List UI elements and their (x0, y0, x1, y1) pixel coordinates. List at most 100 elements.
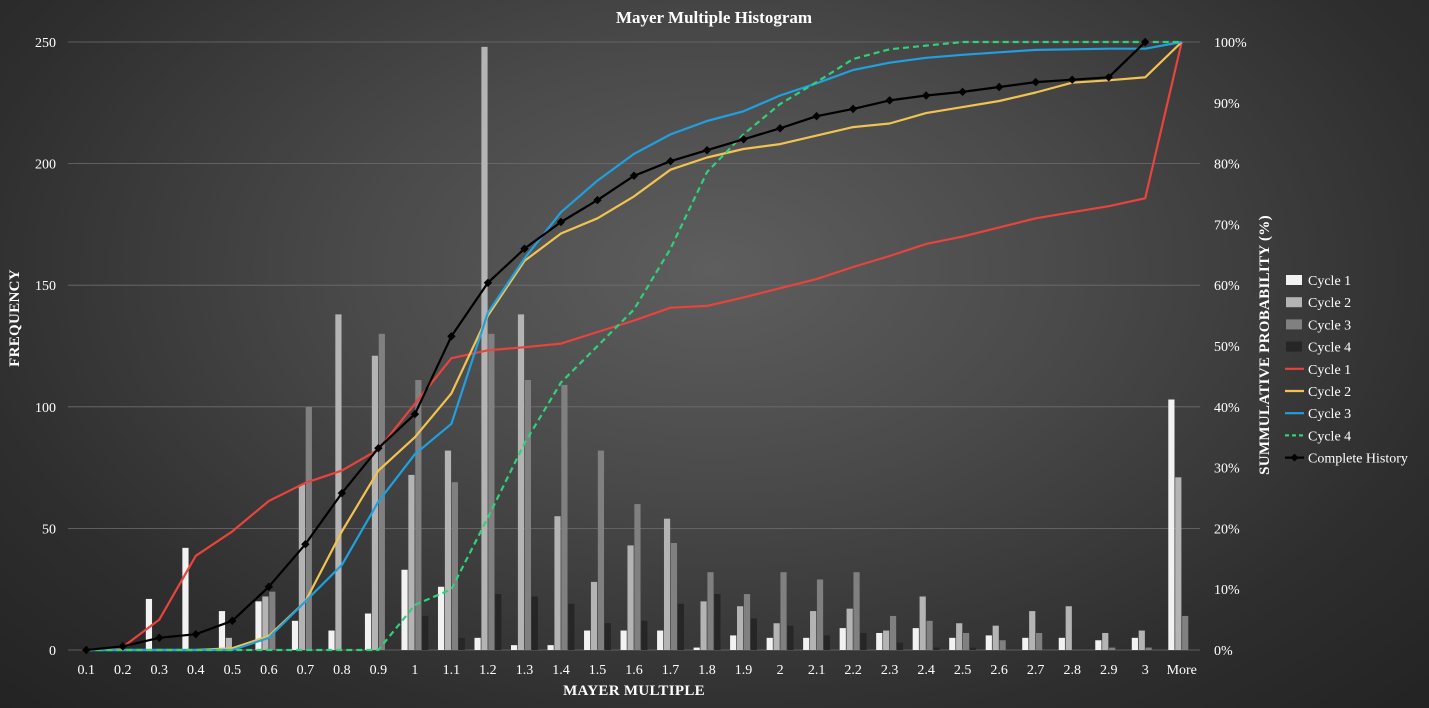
x-tick-label: 0.2 (114, 663, 132, 678)
bar-cycle-1 (839, 628, 846, 650)
bar-cycle-2 (517, 314, 525, 650)
y2-tick-label: 90% (1214, 97, 1240, 112)
bar-cycle-2 (846, 608, 853, 650)
y2-tick-label: 20% (1214, 522, 1240, 537)
bar-cycle-4 (896, 642, 904, 650)
legend-marker (1290, 453, 1299, 462)
bar-cycle-2 (335, 314, 342, 650)
complete-history-marker (994, 82, 1004, 92)
x-tick-label: 1.5 (589, 663, 607, 678)
y2-tick-label: 100% (1214, 36, 1247, 51)
bar-cycle-2 (883, 630, 890, 650)
bar-cycle-2 (700, 601, 707, 650)
x-axis-title: MAYER MULTIPLE (563, 683, 705, 699)
bar-cycle-4 (823, 635, 831, 650)
complete-history-marker (520, 244, 529, 253)
y2-tick-label: 40% (1214, 401, 1240, 416)
x-tick-label: 1.9 (735, 663, 753, 678)
bar-cycle-1 (255, 601, 262, 650)
x-tick-label: 2.1 (808, 663, 826, 678)
complete-history-marker (191, 629, 201, 639)
y2-tick-label: 30% (1214, 462, 1240, 477)
legend-label: Cycle 1 (1308, 274, 1351, 289)
bar-cycle-3 (1036, 632, 1043, 650)
bar-cycle-4 (677, 603, 684, 650)
bar-cycle-1 (474, 637, 481, 650)
bar-cycle-3 (597, 450, 605, 650)
bar-cycle-3 (524, 380, 532, 650)
bar-cycle-1 (364, 613, 372, 650)
bar-cycle-1 (511, 645, 518, 650)
x-tick-label: 1.3 (516, 663, 534, 678)
x-tick-label: 0.6 (260, 663, 278, 678)
x-tick-label: 2.2 (844, 663, 862, 678)
complete-history-marker (1104, 73, 1113, 82)
complete-history-marker (228, 616, 237, 626)
legend: Cycle 1 Cycle 2 Cycle 3 Cycle 4 Cycle 1 Cycle… (1285, 274, 1408, 467)
bar-cycle-3 (926, 620, 933, 650)
bar-cycle-1 (912, 628, 919, 650)
complete-history-marker (702, 146, 712, 155)
bar-cycle-1 (291, 620, 299, 650)
bar-cycle-2 (1175, 477, 1182, 650)
bar-cycle-1 (401, 569, 408, 650)
bar-cycle-3 (999, 640, 1006, 650)
bar-cycle-2 (590, 581, 598, 650)
bar-cycle-2 (773, 623, 780, 650)
bar-cycle-3 (780, 572, 787, 650)
bar-cycle-4 (714, 594, 721, 650)
bar-cycle-4 (787, 625, 794, 650)
legend-label: Cycle 2 (1308, 296, 1351, 311)
x-tick-label: 2 (777, 663, 784, 678)
y-axis-title: FREQUENCY (7, 269, 23, 367)
complete-history-marker (556, 217, 566, 227)
y-tick-label: 0 (49, 644, 56, 659)
bar-cycle-3 (889, 615, 897, 650)
bar-cycle-4 (568, 603, 575, 650)
complete-history-marker (848, 104, 858, 114)
gridlines (68, 41, 1200, 651)
bar-cycle-3 (1109, 647, 1116, 650)
x-tick-label: 2.8 (1063, 663, 1081, 678)
bar-cycle-1 (766, 637, 773, 650)
complete-history-marker (1141, 37, 1150, 47)
bar-cycle-1 (1058, 637, 1065, 650)
x-tick-label: 2.6 (990, 663, 1008, 678)
y-tick-label: 50 (42, 522, 56, 537)
bar-cycle-4 (531, 596, 538, 650)
x-tick-label: More (1167, 663, 1197, 678)
x-tick-label: 1 (411, 663, 418, 678)
bar-cycle-2 (444, 450, 452, 650)
bar-cycle-3 (816, 579, 824, 650)
bar-cycle-3 (305, 406, 312, 650)
complete-history-marker (410, 409, 420, 419)
y-tick-label: 100 (35, 401, 56, 416)
complete-history-marker (1067, 75, 1077, 84)
legend-label: Cycle 3 (1308, 318, 1351, 333)
y2-tick-label: 80% (1214, 158, 1240, 173)
bar-cycle-3 (415, 380, 422, 650)
x-tick-label: 0.4 (187, 663, 205, 678)
bar-cycle-2 (736, 606, 744, 650)
complete-history-marker (666, 156, 675, 166)
bar-cycle-1 (949, 637, 956, 650)
bar-cycle-3 (1145, 647, 1152, 650)
bar-cycle-1 (584, 630, 591, 650)
bar-cycle-1 (803, 637, 810, 650)
bar-cycle-2 (408, 474, 415, 650)
complete-history-marker (593, 195, 602, 205)
complete-history-marker (337, 488, 347, 498)
bar-cycle-3 (269, 591, 276, 650)
line-complete-history (86, 41, 1146, 652)
bar-cycle-4 (604, 623, 611, 650)
complete-history-marker (301, 540, 310, 549)
x-tick-label: 2.9 (1100, 663, 1118, 678)
right-axis-ticks: 0% 10% 20% 30% 40% 50% 60% 70% 80% 90% 100% (1214, 36, 1247, 659)
x-tick-label: 2.4 (917, 663, 935, 678)
complete-history-marker (629, 171, 639, 180)
bar-cycle-3 (561, 384, 568, 650)
bar-cycle-4 (422, 615, 429, 650)
complete-history-marker (775, 124, 785, 133)
bar-cycle-1 (1022, 637, 1029, 650)
